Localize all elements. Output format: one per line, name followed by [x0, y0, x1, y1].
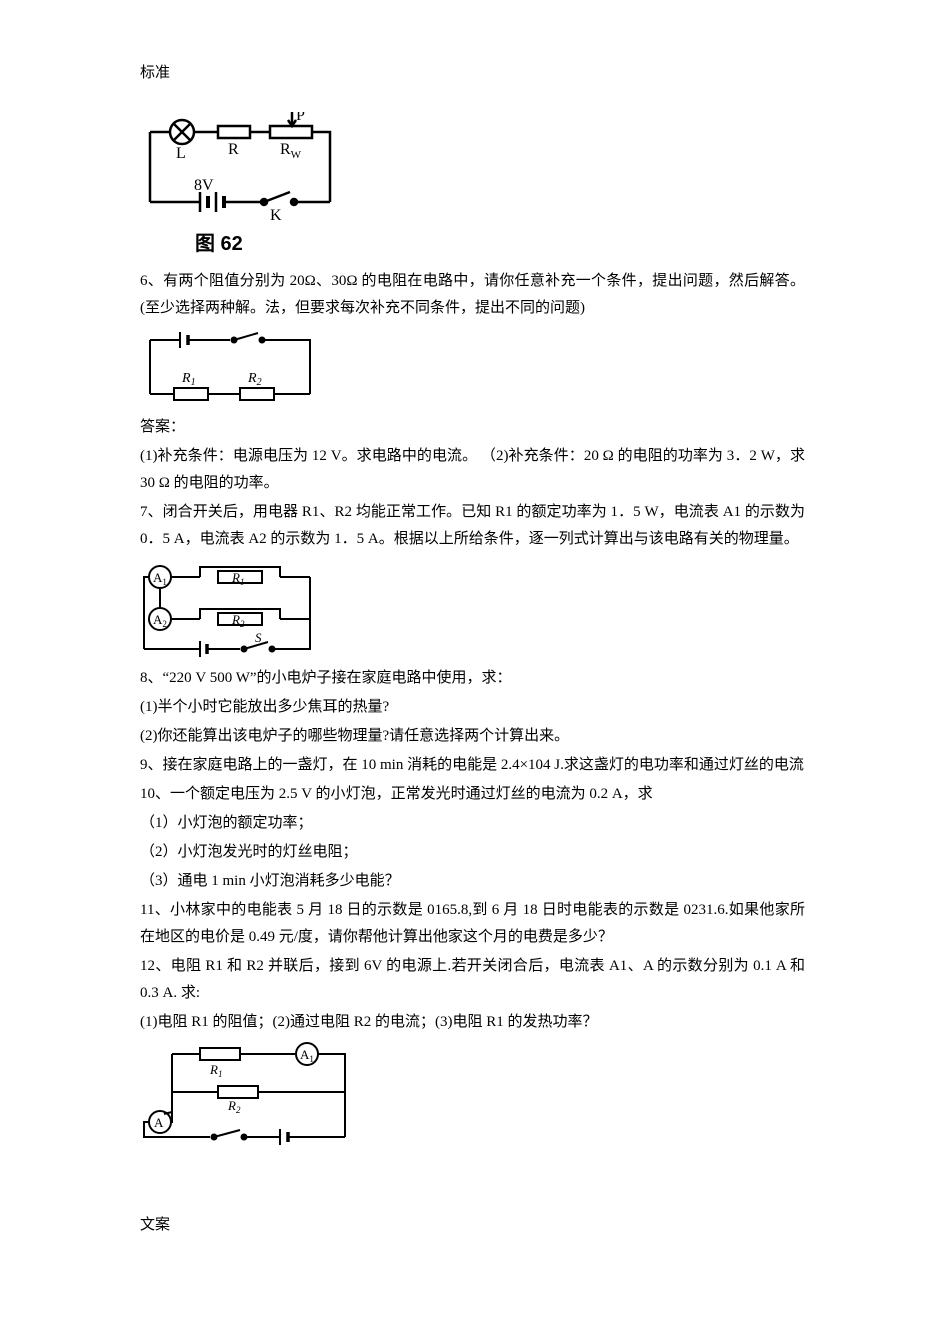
page-header: 标准: [140, 60, 805, 87]
label-A1: A1: [153, 570, 167, 587]
question-10-line2: （1）小灯泡的额定功率；: [140, 810, 805, 837]
label-A2: A2: [153, 612, 167, 629]
label-A-q12: A: [154, 1115, 164, 1130]
circuit-diagram-q12: A1 A R1 R2: [140, 1042, 360, 1152]
question-9-text: 9、接在家庭电路上的一盏灯，在 10 min 消耗的电能是 2.4×104 J.…: [140, 752, 805, 779]
label-R1-q12: R1: [209, 1062, 222, 1079]
page-footer: 文案: [140, 1212, 805, 1239]
question-12-line2: (1)电阻 R1 的阻值；(2)通过电阻 R2 的电流；(3)电阻 R1 的发热…: [140, 1009, 805, 1036]
circuit-diagram-q6: R1 R2: [140, 328, 320, 408]
label-Rw: RW: [280, 141, 302, 161]
question-10-line1: 10、一个额定电压为 2.5 V 的小灯泡，正常发光时通过灯丝的电流为 0.2 …: [140, 781, 805, 808]
question-10-line4: （3）通电 1 min 小灯泡消耗多少电能？: [140, 868, 805, 895]
question-12-line1: 12、电阻 R1 和 R2 并联后，接到 6V 的电源上.若开关闭合后，电流表 …: [140, 953, 805, 1007]
question-10-line3: （2）小灯泡发光时的灯丝电阻；: [140, 839, 805, 866]
circuit-diagram-q7: A1 A2 R1 R2 S: [140, 559, 330, 659]
answer-6-label: 答案：: [140, 414, 805, 441]
question-8-line3: (2)你还能算出该电炉子的哪些物理量?请任意选择两个计算出来。: [140, 723, 805, 750]
label-8V: 8V: [194, 177, 214, 194]
label-R: R: [228, 141, 239, 158]
label-R2-q12: R2: [227, 1098, 241, 1115]
label-R1: R1: [181, 371, 196, 388]
question-7-text: 7、闭合开关后，用电器 R1、R2 均能正常工作。已知 R1 的额定功率为 1．…: [140, 499, 805, 553]
label-A1-q12: A1: [300, 1047, 314, 1064]
circuit-diagram-62: L R P RW 8V K: [140, 112, 340, 222]
label-R2: R2: [247, 371, 262, 388]
question-6-text: 6、有两个阻值分别为 20Ω、30Ω 的电阻在电路中，请你任意补充一个条件，提出…: [140, 268, 805, 322]
question-8-line2: (1)半个小时它能放出多少焦耳的热量?: [140, 694, 805, 721]
circuit-62-caption: 图 62: [195, 226, 805, 262]
question-8-line1: 8、“220 V 500 W”的小电炉子接在家庭电路中使用，求：: [140, 665, 805, 692]
label-K: K: [270, 207, 282, 222]
label-P: P: [296, 112, 305, 124]
label-L: L: [176, 145, 186, 162]
answer-6-line1: (1)补充条件：电源电压为 12 V。求电路中的电流。 （2)补充条件：20 Ω…: [140, 443, 805, 497]
question-11-text: 11、小林家中的电能表 5 月 18 日的示数是 0165.8,到 6 月 18…: [140, 897, 805, 951]
label-S: S: [255, 630, 262, 645]
